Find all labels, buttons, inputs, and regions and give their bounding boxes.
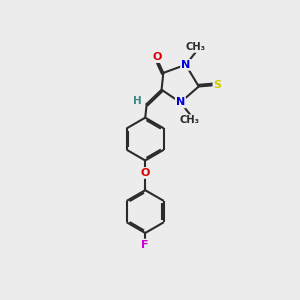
Text: O: O <box>152 52 161 62</box>
Text: N: N <box>181 60 190 70</box>
Text: O: O <box>140 168 150 178</box>
Text: F: F <box>142 240 149 250</box>
Text: H: H <box>134 96 142 106</box>
Text: CH₃: CH₃ <box>185 42 205 52</box>
Text: N: N <box>176 98 185 107</box>
Text: S: S <box>214 80 221 90</box>
Text: CH₃: CH₃ <box>180 115 200 125</box>
